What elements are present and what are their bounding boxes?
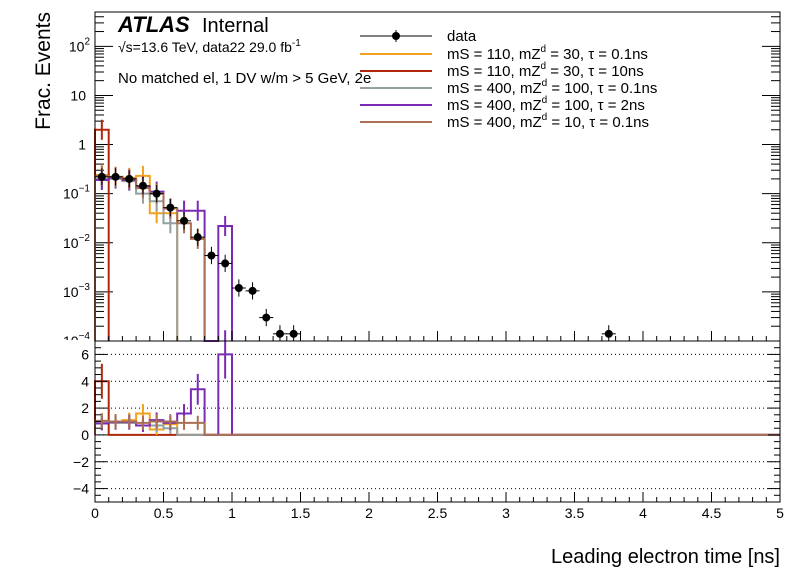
data-point xyxy=(221,259,230,268)
x-tick-label: 1.5 xyxy=(291,505,311,521)
legend-entry-label: mS = 400, mZd = 10, τ = 0.1ns xyxy=(447,112,649,131)
top-panel-frame xyxy=(94,11,781,342)
y-tick-label: 10−2 xyxy=(63,233,90,251)
y-tick-label: 10−3 xyxy=(63,282,90,300)
data-point xyxy=(207,251,216,260)
selection-label: No matched el, 1 DV w/m > 5 GeV, 2e xyxy=(118,70,371,87)
ratio-panel: 6 4 2 0 −2 −4 xyxy=(73,330,781,503)
data-point xyxy=(604,329,613,338)
ratio-y-axis-ticks: 6 4 2 0 −2 −4 xyxy=(73,340,780,503)
x-tick-label: 4 xyxy=(639,505,647,521)
data-point xyxy=(248,286,257,295)
top-y-axis-ticks: 102 10 1 10−1 10−2 10−3 10−4 xyxy=(63,11,780,349)
top-panel-data-points xyxy=(94,168,616,341)
data-point xyxy=(234,283,243,292)
ratio-y-tick-label: 0 xyxy=(81,427,89,443)
data-point xyxy=(193,233,202,242)
data-point xyxy=(125,174,134,183)
data-point xyxy=(138,181,147,190)
top-panel-histograms xyxy=(94,119,233,342)
legend-entry-label: mS = 400, mZd = 100, τ = 0.1ns xyxy=(447,78,657,97)
data-point xyxy=(152,189,161,198)
top-hist-series xyxy=(94,177,179,341)
ratio-y-tick-label: 6 xyxy=(81,346,89,362)
x-tick-label: 2.5 xyxy=(428,505,448,521)
y-axis-label: Frac. Events xyxy=(32,12,55,130)
data-point xyxy=(111,172,120,181)
y-tick-label: 10 xyxy=(70,87,86,103)
x-tick-label: 0 xyxy=(91,505,99,521)
legend-entry-label: mS = 110, mZd = 30, τ = 10ns xyxy=(447,61,644,80)
top-panel: 102 10 1 10−1 10−2 10−3 10−4 xyxy=(63,11,781,349)
data-point xyxy=(275,329,284,338)
ratio-y-tick-label: 2 xyxy=(81,400,89,416)
x-axis-label: Leading electron time [ns] xyxy=(551,546,780,568)
legend-data-marker xyxy=(392,32,400,40)
x-tick-label: 4.5 xyxy=(702,505,722,521)
ratio-y-tick-label: −4 xyxy=(73,481,89,497)
top-hist-series xyxy=(94,173,179,341)
y-tick-label: 10−1 xyxy=(63,184,90,202)
x-tick-label: 3.5 xyxy=(565,505,585,521)
energy-lumi-label: √s=13.6 TeV, data22 29.0 fb-1 xyxy=(118,38,301,55)
x-tick-label: 5 xyxy=(776,505,784,521)
x-tick-label: 1 xyxy=(228,505,236,521)
atlas-label: ATLAS xyxy=(117,12,190,37)
legend-data-label: data xyxy=(447,28,477,45)
y-tick-label: 102 xyxy=(69,36,91,54)
x-tick-label: 0.5 xyxy=(154,505,174,521)
atlas-header: ATLAS Internal √s=13.6 TeV, data22 29.0 … xyxy=(117,12,371,87)
ratio-y-tick-label: 4 xyxy=(81,373,89,389)
ratio-histograms xyxy=(94,330,780,436)
top-hist-series xyxy=(94,128,110,341)
x-tick-label: 2 xyxy=(365,505,373,521)
x-axis-ticks: 0 0.5 1 1.5 2 2.5 3 3.5 4 4.5 5 xyxy=(91,331,784,521)
data-point xyxy=(166,203,175,212)
x-tick-label: 3 xyxy=(502,505,510,521)
y-tick-label-cut: 10−4 xyxy=(63,331,90,349)
internal-label: Internal xyxy=(202,15,269,37)
y-tick-label: 1 xyxy=(78,137,86,153)
legend-entry-label: mS = 400, mZd = 100, τ = 2ns xyxy=(447,95,645,114)
legend-entry-label: mS = 110, mZd = 30, τ = 0.1ns xyxy=(447,44,648,63)
ratio-y-tick-label: −2 xyxy=(73,454,89,470)
data-point xyxy=(289,329,298,338)
data-point xyxy=(97,172,106,181)
data-point xyxy=(180,216,189,225)
data-point xyxy=(262,313,271,322)
